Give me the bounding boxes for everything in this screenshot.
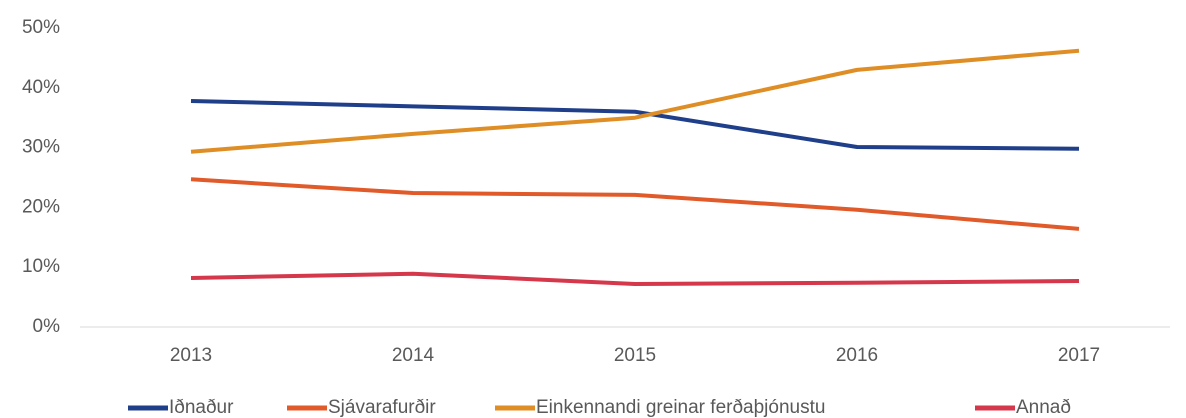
y-tick-label: 30% bbox=[22, 137, 60, 158]
y-tick-label: 0% bbox=[33, 316, 61, 337]
series-line bbox=[190, 271, 1080, 286]
legend-label: Iðnaður bbox=[169, 397, 234, 418]
y-tick-label: 40% bbox=[22, 77, 60, 98]
y-tick-label: 10% bbox=[22, 256, 60, 277]
x-tick-label: 2013 bbox=[170, 345, 212, 366]
legend-label: Einkennandi greinar ferðaþjónustu bbox=[536, 397, 825, 418]
y-tick-label: 20% bbox=[22, 196, 60, 217]
x-tick-label: 2015 bbox=[614, 345, 656, 366]
legend-label: Annað bbox=[1016, 397, 1071, 418]
legend-label: Sjávarafurðir bbox=[328, 397, 436, 418]
series-line bbox=[190, 177, 1080, 231]
x-tick-label: 2017 bbox=[1058, 345, 1100, 366]
series-line bbox=[190, 48, 1080, 154]
series-line bbox=[190, 98, 1080, 151]
y-tick-label: 50% bbox=[22, 17, 60, 38]
x-tick-label: 2016 bbox=[836, 345, 878, 366]
x-tick-label: 2014 bbox=[392, 345, 435, 366]
